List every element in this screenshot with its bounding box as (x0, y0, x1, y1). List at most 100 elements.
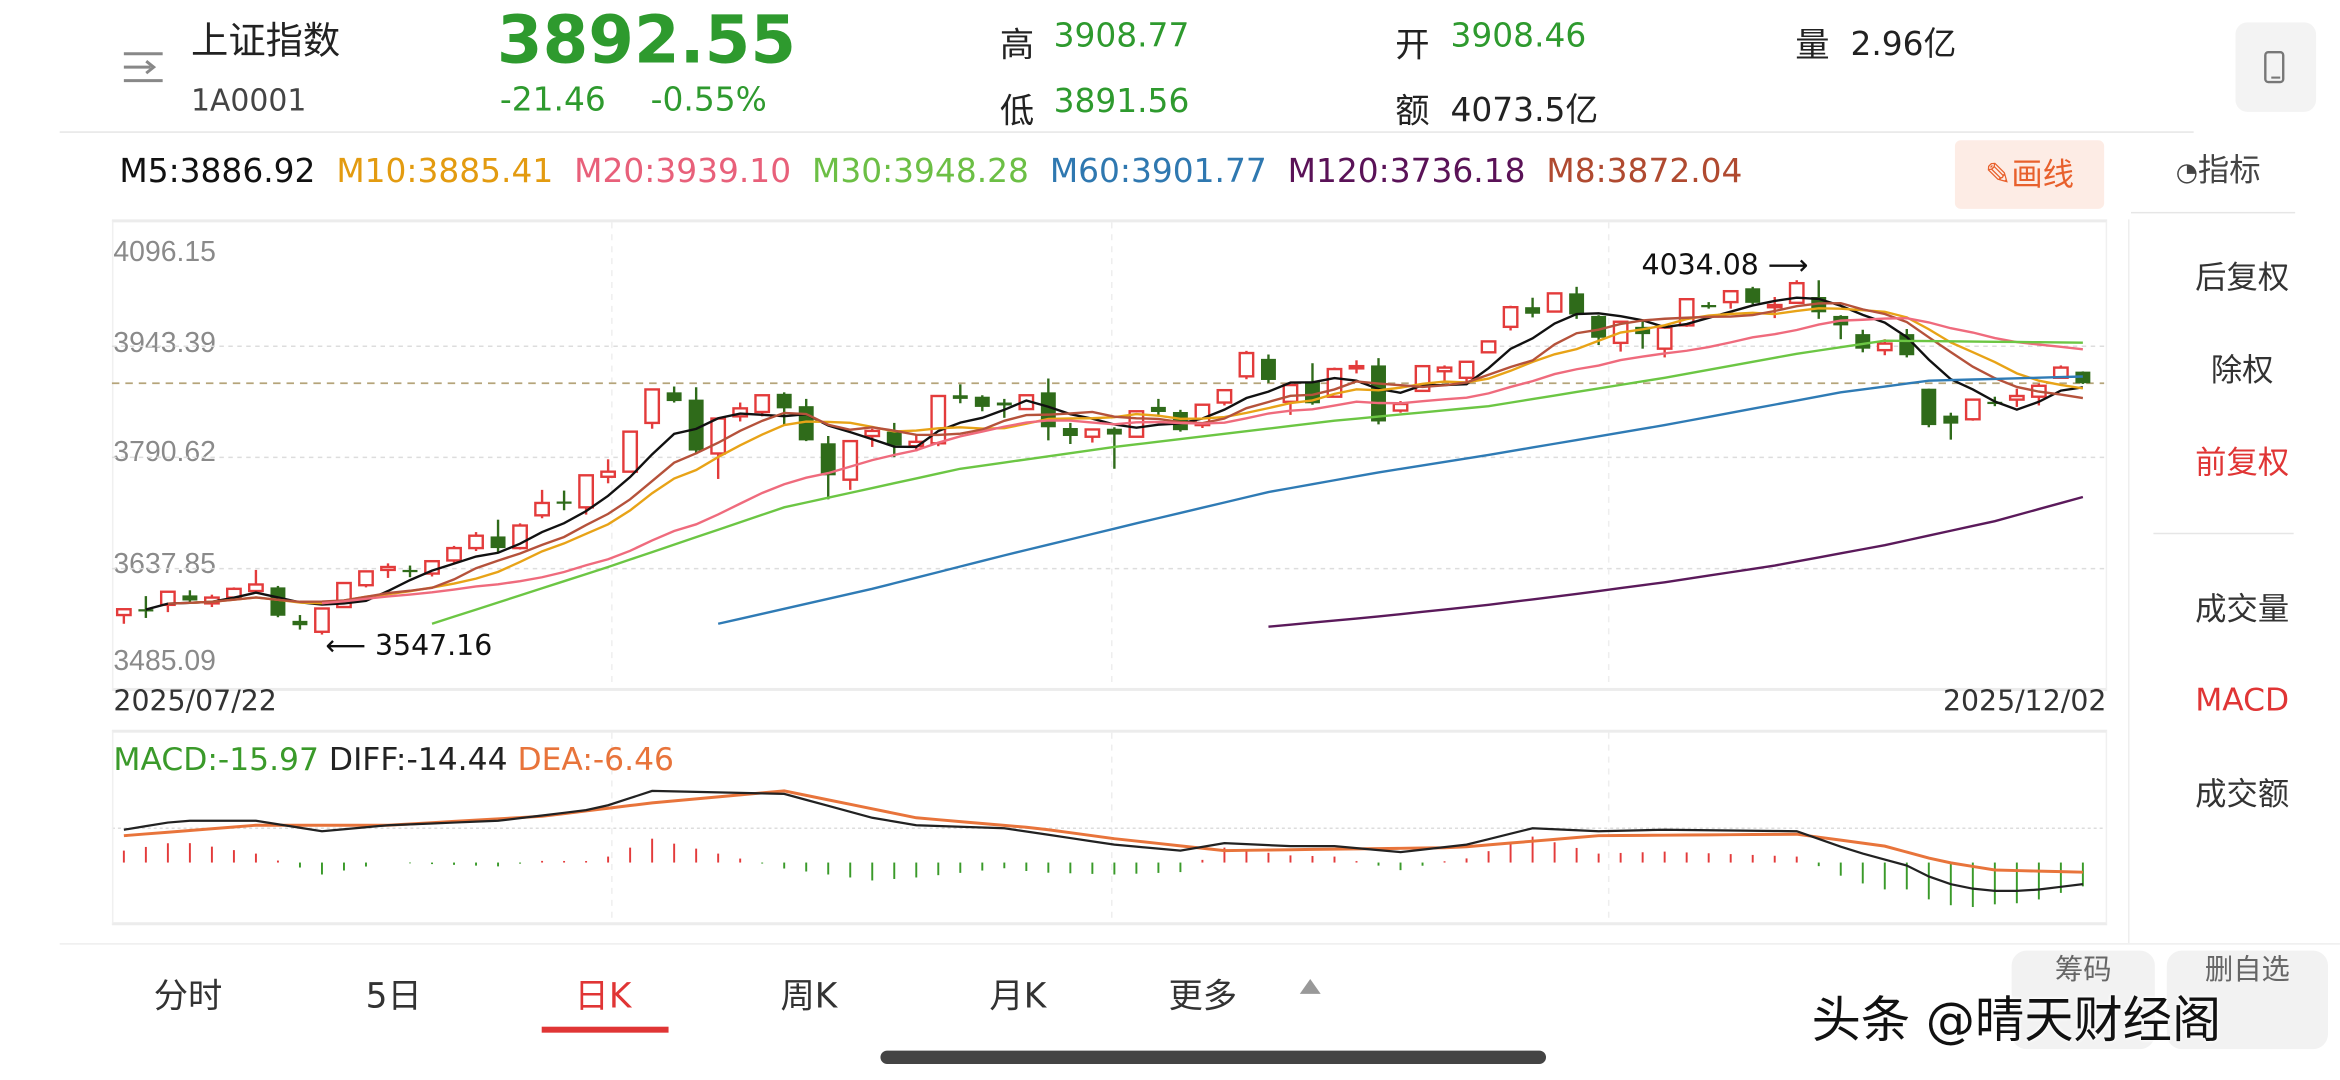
right-panel-item[interactable]: 成交额 (2195, 775, 2290, 812)
candle-up (600, 470, 617, 478)
active-tab-underline (541, 1026, 669, 1033)
candle-down (1062, 428, 1078, 437)
ma-line-m30 (431, 339, 2083, 625)
right-panel-item[interactable]: 成交量 (2195, 590, 2290, 627)
candle-down (292, 620, 308, 626)
candle-up (1502, 306, 1519, 329)
candle-up (1964, 398, 1981, 421)
indicator-button[interactable]: ◔指标 (2176, 146, 2261, 191)
right-panel-item[interactable]: 除权 (2210, 352, 2274, 388)
candle-down (402, 569, 418, 573)
candle-down (556, 501, 572, 504)
candle-down (952, 395, 968, 399)
candle-up (314, 607, 330, 633)
candle-up (842, 439, 859, 481)
candle-up (732, 407, 749, 418)
candle-down (688, 399, 704, 451)
y-tick-label: 3637.85 (113, 549, 216, 581)
remove-watchlist-button[interactable]: 删自选 (2166, 950, 2328, 1050)
y-tick-label: 3943.39 (113, 328, 216, 360)
diff-value: DIFF:-14.44 (328, 741, 508, 778)
candle-down (666, 392, 682, 402)
macd-panel-frame[interactable] (111, 729, 2108, 926)
candle-up (468, 534, 484, 550)
arrow-left-icon: ⟵ (325, 629, 366, 663)
candle-down (270, 587, 286, 616)
ma-line-m60 (717, 375, 2083, 625)
arrow-right-icon: ⟶ (1767, 249, 1809, 283)
diff-line (123, 789, 2084, 893)
high-annotation: 4034.08 ⟶ (1642, 249, 1809, 282)
volume-label: 量 (1795, 26, 1830, 66)
ma-legend-item: M5:3886.92 (119, 153, 316, 192)
open-value: 3908.46 (1450, 17, 1587, 56)
candle-up (358, 570, 374, 587)
chips-button[interactable]: 筹码 (2011, 950, 2155, 1050)
candle-up (534, 501, 550, 517)
candle-up (622, 430, 639, 473)
candle-down (1525, 307, 1541, 314)
candle-up (1788, 281, 1805, 305)
candle-up (1348, 364, 1365, 370)
kline-chart-frame[interactable] (111, 219, 2108, 691)
current-price: 3892.55 (496, 2, 797, 80)
candle-down (1855, 334, 1871, 349)
ma-line-m20 (321, 317, 2084, 605)
high-annotation-value: 4034.08 (1641, 249, 1759, 283)
ma-legend-item: M20:3939.10 (574, 153, 792, 192)
indicator-divider (2131, 211, 2296, 214)
candle-up (1458, 360, 1475, 379)
candle-up (1766, 303, 1783, 309)
right-panel-item[interactable]: 前复权 (2195, 444, 2290, 481)
tab-period[interactable]: 周K (780, 977, 838, 1017)
candle-down (1305, 381, 1320, 404)
candle-down (1921, 388, 1937, 426)
tab-period[interactable]: 更多 (1168, 977, 1238, 1017)
candle-down (1106, 428, 1122, 435)
draw-line-label: 画线 (2011, 156, 2074, 193)
candle-up (115, 608, 132, 617)
candle-down (1987, 401, 2003, 405)
open-label: 开 (1395, 26, 1430, 66)
amount-value: 4073.5亿 (1450, 92, 1599, 130)
price-change-percent: -0.55% (650, 82, 767, 120)
tab-period[interactable]: 5日 (365, 977, 422, 1017)
candle-down (1371, 365, 1386, 422)
candle-up (1238, 351, 1255, 378)
right-panel-item[interactable]: 后复权 (2195, 259, 2290, 296)
phone-rotate-icon (2264, 51, 2285, 84)
volume-value: 2.96亿 (1850, 26, 1957, 65)
x-start-date: 2025/07/22 (113, 684, 277, 718)
candle-down (182, 595, 198, 601)
landscape-toggle-button[interactable] (2235, 22, 2317, 112)
candle-up (1216, 388, 1233, 404)
menu-icon[interactable] (123, 49, 166, 85)
candle-up (1656, 326, 1673, 350)
candle-up (2008, 394, 2025, 401)
y-tick-label: 4096.15 (113, 237, 216, 269)
tab-period[interactable]: 月K (989, 977, 1047, 1017)
ma-legend-item: M10:3885.41 (336, 153, 554, 192)
home-indicator[interactable] (880, 1050, 1547, 1065)
candle-down (1591, 315, 1607, 338)
ma-line-m120 (1268, 495, 2084, 628)
candle-down (490, 536, 506, 549)
ma-legend-item: M60:3901.77 (1049, 153, 1267, 192)
right-panel-item[interactable]: MACD (2195, 681, 2290, 718)
candle-down (1569, 293, 1585, 315)
candle-up (930, 394, 947, 445)
y-tick-label: 3790.62 (113, 437, 216, 469)
candle-down (1745, 288, 1761, 303)
candle-up (1084, 428, 1101, 438)
tabs-divider (59, 943, 2340, 945)
high-value: 3908.77 (1053, 17, 1190, 56)
more-tab-arrow-icon[interactable] (1299, 978, 1321, 994)
tab-period[interactable]: 日K (574, 977, 632, 1017)
gauge-icon: ◔ (2175, 158, 2198, 189)
draw-line-button[interactable]: ✎画线 (1954, 140, 2105, 209)
header-divider (59, 131, 2194, 133)
tab-period[interactable]: 分时 (153, 977, 223, 1017)
candle-up (446, 546, 462, 562)
candle-down (138, 609, 154, 612)
